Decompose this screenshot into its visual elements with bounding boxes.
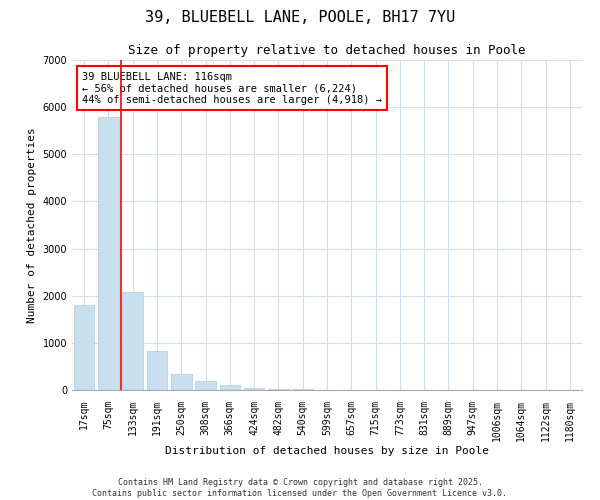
Bar — [244, 388, 265, 390]
Bar — [292, 389, 313, 390]
Bar — [220, 386, 240, 390]
X-axis label: Distribution of detached houses by size in Poole: Distribution of detached houses by size … — [165, 446, 489, 456]
Y-axis label: Number of detached properties: Number of detached properties — [27, 127, 37, 323]
Text: 39, BLUEBELL LANE, POOLE, BH17 7YU: 39, BLUEBELL LANE, POOLE, BH17 7YU — [145, 10, 455, 25]
Bar — [98, 116, 119, 390]
Bar — [195, 380, 216, 390]
Text: 39 BLUEBELL LANE: 116sqm
← 56% of detached houses are smaller (6,224)
44% of sem: 39 BLUEBELL LANE: 116sqm ← 56% of detach… — [82, 72, 382, 105]
Bar — [74, 305, 94, 390]
Bar — [146, 351, 167, 390]
Title: Size of property relative to detached houses in Poole: Size of property relative to detached ho… — [128, 44, 526, 58]
Bar — [268, 388, 289, 390]
Bar — [171, 374, 191, 390]
Bar — [122, 292, 143, 390]
Text: Contains HM Land Registry data © Crown copyright and database right 2025.
Contai: Contains HM Land Registry data © Crown c… — [92, 478, 508, 498]
